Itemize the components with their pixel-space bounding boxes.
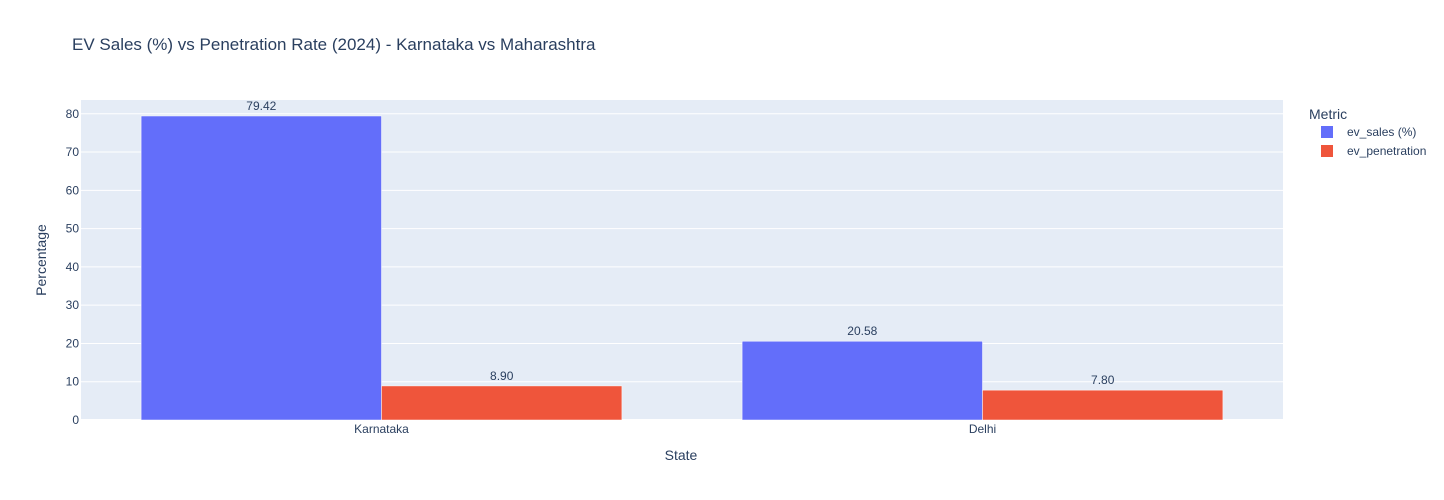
x-axis-title: State — [665, 447, 698, 463]
chart-title: EV Sales (%) vs Penetration Rate (2024) … — [72, 35, 596, 54]
y-tick-label: 30 — [66, 298, 80, 312]
legend-title: Metric — [1309, 106, 1347, 122]
legend-item-label: ev_penetration — [1347, 144, 1426, 158]
legend-item-label: ev_sales (%) — [1347, 125, 1416, 139]
bar — [140, 115, 382, 421]
bar-value-label: 79.42 — [246, 99, 276, 113]
legend: Metric ev_sales (%) ev_penetration — [1309, 106, 1426, 158]
legend-swatch — [1321, 126, 1333, 138]
bar — [982, 389, 1224, 421]
y-tick-label: 50 — [66, 222, 80, 236]
y-tick-label: 10 — [66, 375, 80, 389]
y-tick-label: 40 — [66, 260, 80, 274]
bar-value-label: 7.80 — [1091, 373, 1115, 387]
bars — [140, 115, 1224, 421]
data-labels: 79.42 8.90 20.58 7.80 — [246, 99, 1114, 387]
bar-value-label: 8.90 — [490, 369, 514, 383]
bar — [741, 340, 983, 421]
x-tick-label: Delhi — [969, 422, 996, 436]
y-tick-label: 60 — [66, 183, 80, 197]
y-axis-ticks: 0 10 20 30 40 50 60 70 80 — [66, 107, 80, 427]
bar — [381, 385, 623, 421]
y-tick-label: 70 — [66, 145, 80, 159]
legend-swatch — [1321, 145, 1333, 157]
y-tick-label: 0 — [72, 413, 79, 427]
x-tick-label: Karnataka — [354, 422, 409, 436]
y-tick-label: 80 — [66, 107, 80, 121]
y-axis-title: Percentage — [33, 224, 49, 296]
x-axis-ticks: Karnataka Delhi — [354, 422, 996, 436]
bar-value-label: 20.58 — [847, 324, 877, 338]
y-tick-label: 20 — [66, 336, 80, 350]
